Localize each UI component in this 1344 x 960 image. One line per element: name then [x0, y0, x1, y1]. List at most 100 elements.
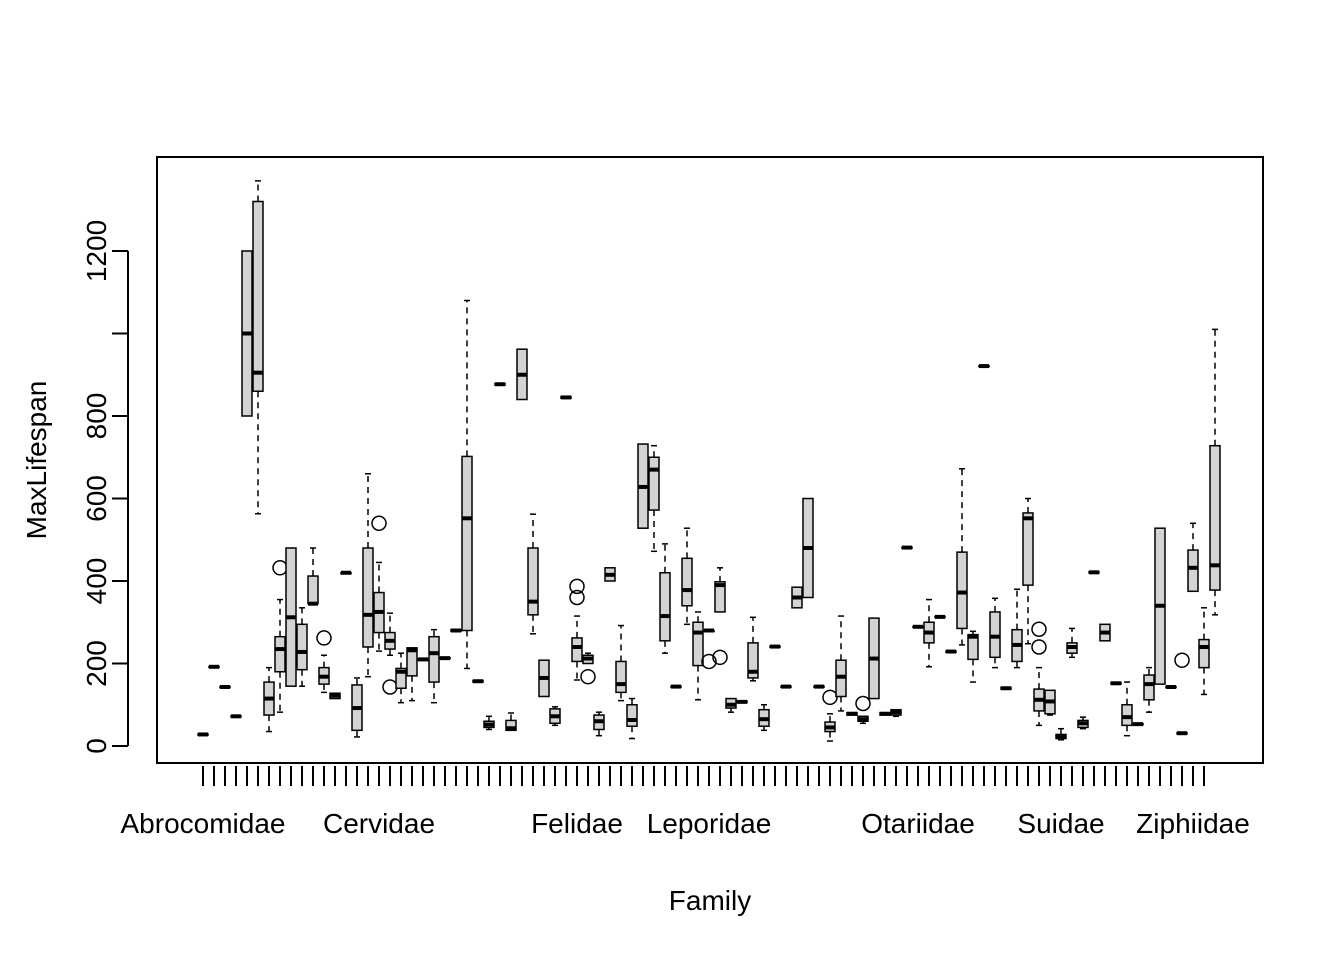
- box-iqr: [428, 635, 440, 683]
- box-group: [1011, 588, 1023, 669]
- box-group: [912, 624, 924, 629]
- box-group: [725, 697, 737, 713]
- box-iqr: [692, 621, 704, 667]
- box-group: [604, 567, 616, 582]
- box-group: [637, 443, 649, 529]
- box-group: [241, 250, 253, 417]
- box-group: [802, 497, 814, 599]
- box-group: [428, 628, 440, 704]
- x-tick-label: Ziphiidae: [1136, 808, 1250, 839]
- outlier-point: [371, 515, 387, 531]
- box-group: [472, 679, 484, 684]
- x-axis: Abrocomidae Cervidae Felidae Leporidae Otari…: [121, 766, 1250, 839]
- box-group: [1132, 722, 1144, 727]
- box-iqr: [461, 455, 473, 632]
- box-group: [1077, 716, 1089, 730]
- boxes-group: [197, 180, 1221, 742]
- box-group: [1174, 652, 1190, 736]
- box-group: [483, 715, 495, 731]
- box-group: [382, 612, 398, 695]
- box-iqr: [362, 547, 374, 648]
- box-iqr: [956, 551, 968, 630]
- box-group: [329, 692, 341, 700]
- box-iqr: [1121, 704, 1133, 727]
- box-group: [648, 444, 660, 553]
- box-group: [569, 578, 585, 681]
- box-group: [1066, 627, 1078, 659]
- box-group: [923, 598, 935, 668]
- box-group: [890, 708, 902, 718]
- outlier-point: [1031, 621, 1047, 638]
- outlier-point: [712, 649, 728, 666]
- box-group: [813, 684, 825, 689]
- box-iqr: [571, 637, 583, 663]
- outlier-point: [316, 630, 332, 646]
- outlier-point: [272, 560, 288, 576]
- y-tick-label: 800: [81, 393, 112, 440]
- box-group: [1055, 727, 1067, 741]
- box-group: [494, 382, 506, 387]
- box-group: [626, 697, 638, 740]
- box-group: [615, 624, 627, 702]
- outlier-point: [382, 679, 398, 695]
- box-iqr: [296, 623, 308, 671]
- box-iqr: [626, 704, 638, 727]
- box-group: [1209, 328, 1221, 616]
- x-tick-label: Abrocomidae: [121, 808, 286, 839]
- y-axis-title: MaxLifespan: [21, 381, 52, 540]
- box-group: [1143, 666, 1155, 713]
- x-tick-label: Cervidae: [323, 808, 435, 839]
- box-group: [855, 695, 871, 725]
- x-tick-label: Suidae: [1017, 808, 1104, 839]
- box-iqr: [1187, 549, 1199, 593]
- box-group: [549, 706, 561, 727]
- outlier-point: [822, 689, 838, 706]
- box-group: [340, 570, 352, 575]
- box-group: [1198, 607, 1210, 696]
- box-iqr: [307, 575, 319, 605]
- box-iqr: [989, 611, 1001, 659]
- outlier-point: [569, 578, 585, 595]
- outlier-point: [855, 695, 871, 712]
- outlier-point: [580, 668, 596, 685]
- box-iqr: [714, 581, 726, 613]
- box-group: [230, 714, 242, 719]
- box-group: [351, 677, 363, 738]
- box-group: [967, 630, 979, 683]
- box-group: [1099, 623, 1111, 642]
- box-group: [956, 468, 968, 646]
- box-group: [252, 180, 264, 515]
- x-tick-label: Leporidae: [647, 808, 772, 839]
- box-group: [1121, 681, 1133, 737]
- box-group: [659, 543, 671, 654]
- box-group: [593, 711, 605, 737]
- box-group: [758, 704, 770, 732]
- y-axis: 0 200 400 600 800 1200: [81, 220, 129, 754]
- box-group: [822, 689, 838, 742]
- outlier-point: [701, 653, 717, 670]
- box-iqr: [252, 200, 264, 392]
- box-group: [978, 364, 990, 369]
- box-group: [371, 515, 387, 652]
- box-iqr: [406, 647, 418, 677]
- box-iqr: [967, 633, 979, 661]
- x-tick-label: Otariidae: [861, 808, 975, 839]
- box-iqr: [1198, 638, 1210, 669]
- box-group: [1031, 621, 1047, 727]
- box-group: [219, 685, 231, 690]
- box-group: [670, 684, 682, 689]
- box-group: [791, 586, 803, 609]
- box-group: [989, 597, 1001, 669]
- box-group: [406, 647, 418, 702]
- outlier-point: [1174, 652, 1190, 668]
- box-group: [527, 513, 539, 635]
- box-iqr: [1209, 444, 1221, 591]
- box-group: [580, 652, 596, 685]
- box-group: [439, 656, 451, 661]
- box-group: [945, 649, 957, 654]
- x-axis-title: Family: [669, 885, 751, 916]
- box-group: [296, 607, 308, 687]
- box-group: [505, 712, 517, 732]
- box-group: [1088, 570, 1100, 575]
